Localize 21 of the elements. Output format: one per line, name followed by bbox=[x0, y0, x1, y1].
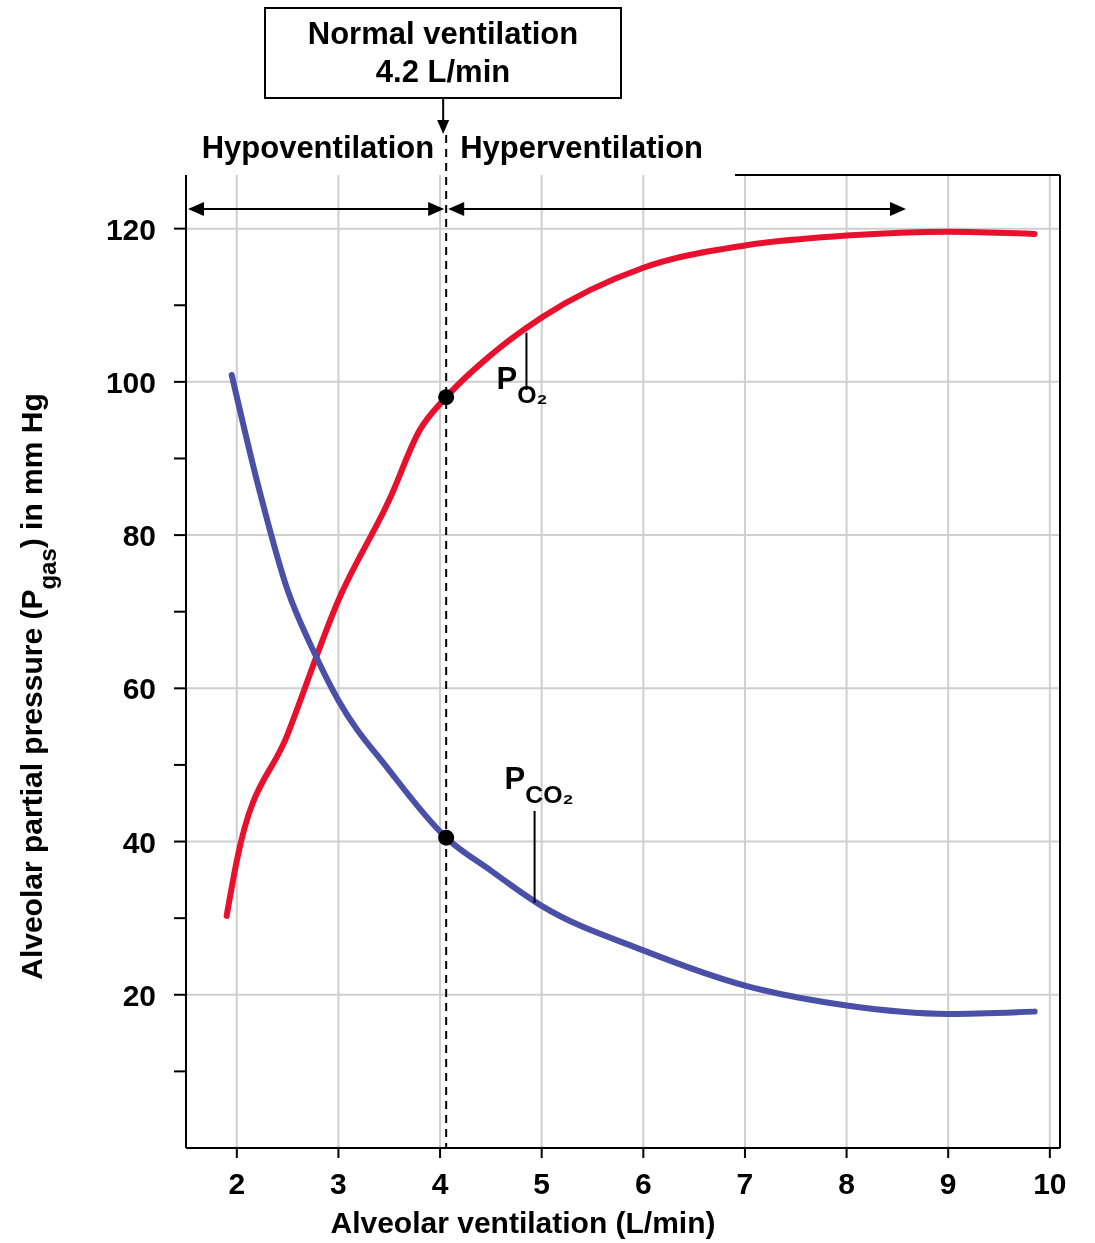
x-tick-label: 3 bbox=[330, 1167, 347, 1200]
y-tick-label: 100 bbox=[105, 365, 156, 399]
x-tick-label: 10 bbox=[1033, 1167, 1067, 1200]
y-tick-label: 120 bbox=[105, 212, 156, 246]
x-tick-label: 8 bbox=[838, 1167, 855, 1200]
y-tick-label: 80 bbox=[122, 519, 156, 553]
text: Hyperventilation bbox=[460, 130, 704, 165]
text: Hypoventilation bbox=[201, 130, 435, 165]
y-tick-label: 40 bbox=[122, 825, 156, 859]
x-tick-label: 9 bbox=[939, 1167, 957, 1200]
y-tick-label: 60 bbox=[122, 672, 156, 706]
x-tick-label: 4 bbox=[431, 1167, 449, 1200]
x-tick-label: 5 bbox=[533, 1167, 551, 1200]
ref-line-label: Normal ventilation 4.2 L/min bbox=[307, 16, 579, 89]
x-tick-label: 6 bbox=[634, 1167, 652, 1200]
x-tick-label: 2 bbox=[228, 1167, 246, 1200]
series-label: P$_{CO₂}$ bbox=[504, 760, 574, 808]
x-axis-title: Alveolar ventilation (L/min) bbox=[330, 1206, 716, 1239]
y-tick-label: 20 bbox=[122, 978, 156, 1012]
x-tick-label: 7 bbox=[736, 1167, 754, 1200]
series-label: P$_{O₂}$ bbox=[496, 360, 548, 408]
